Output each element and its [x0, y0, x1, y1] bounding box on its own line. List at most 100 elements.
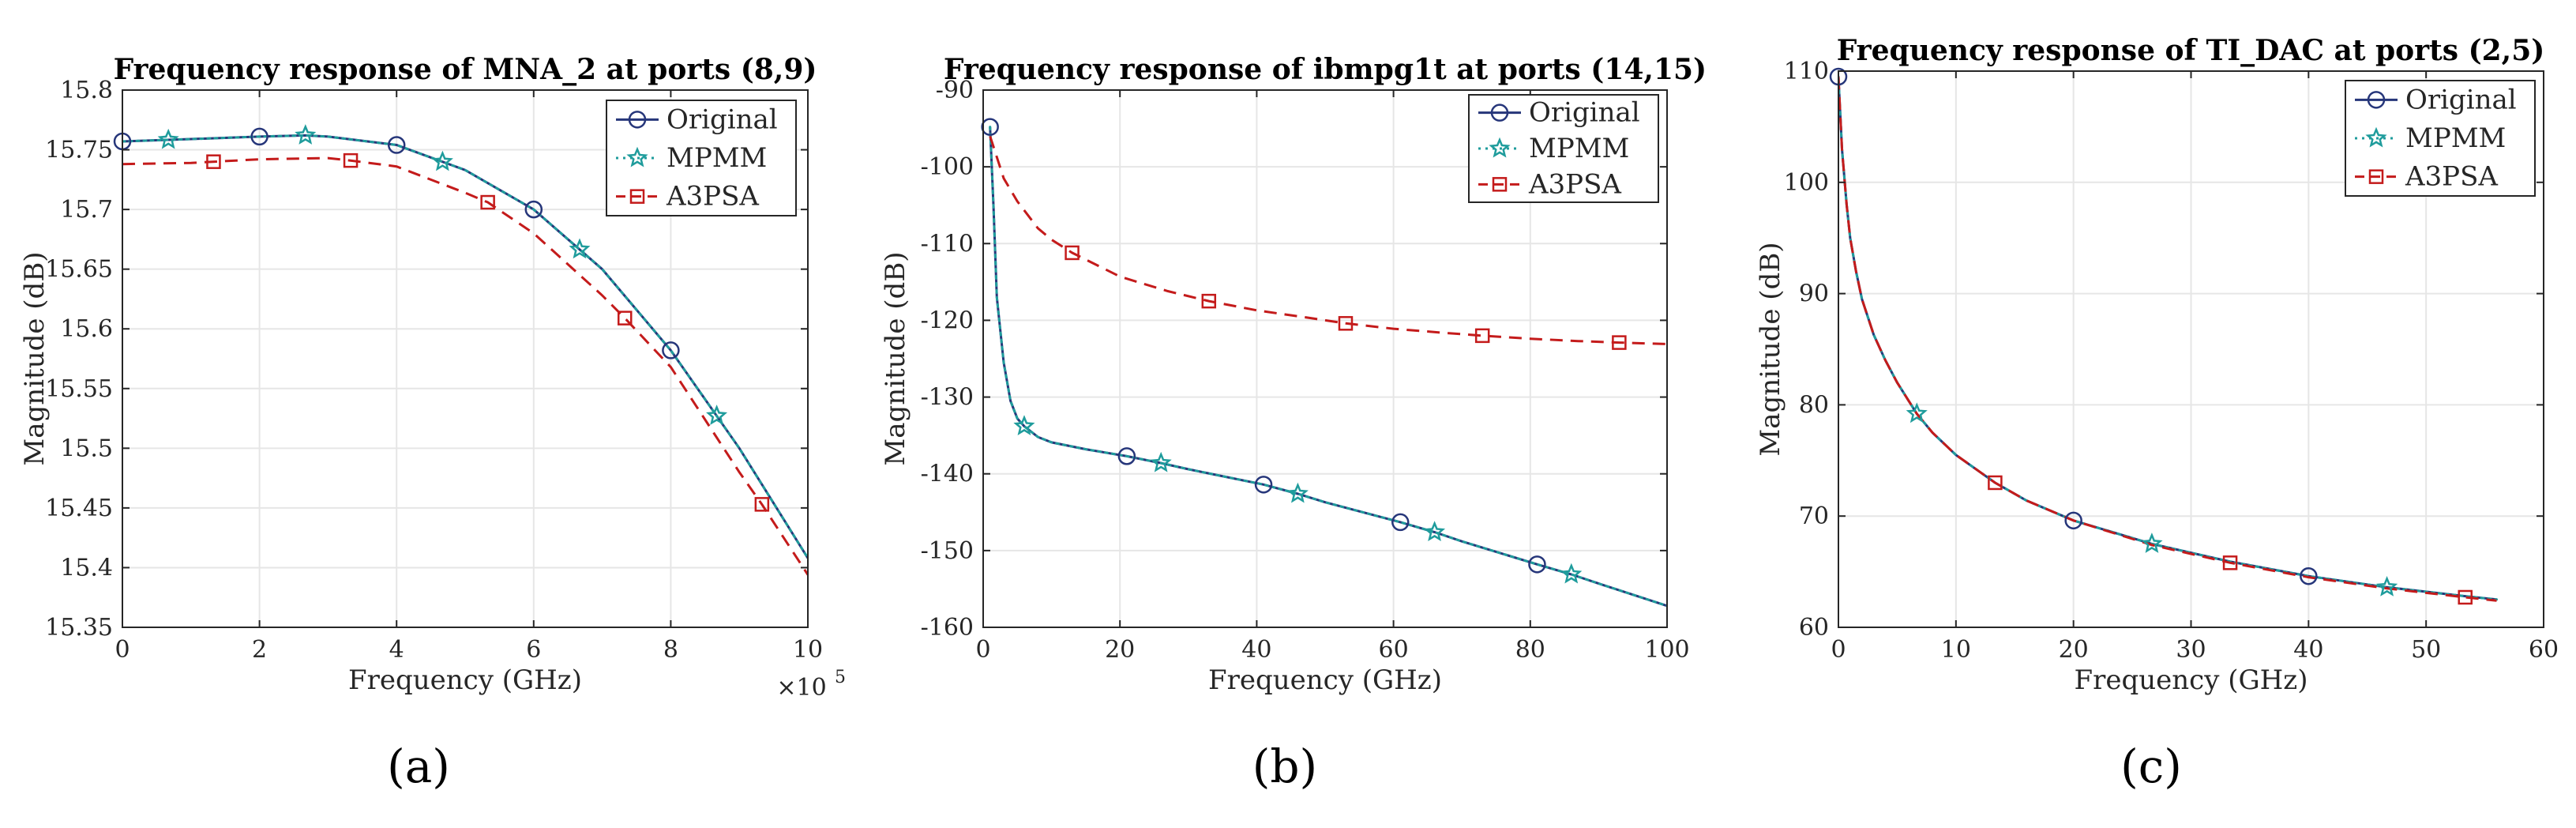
y-axis-label: Magnitude (dB) [1755, 242, 1786, 456]
legend-marker-original [628, 111, 647, 129]
chart-panel-b: 0 20 40 60 80 100 -160 -150 -140 -130 -120 -110 -100… [880, 53, 1707, 793]
marker-mpmm [295, 124, 317, 145]
marker-mpmm [431, 150, 453, 171]
x-tick-label: 6 [526, 636, 541, 664]
x-tick-label: 40 [1241, 636, 1271, 664]
x-tick-label: 60 [1379, 636, 1409, 664]
marker-original [1391, 513, 1410, 532]
legend-marker-original [2367, 91, 2386, 109]
y-tick-label: -100 [921, 153, 974, 181]
series-line-a3psa [122, 156, 808, 576]
y-tick-label: 15.55 [45, 375, 113, 403]
y-tick-label: 15.4 [60, 554, 113, 581]
axes-box [122, 89, 809, 628]
y-tick-label: 15.65 [45, 256, 113, 284]
marker-mpmm [1286, 482, 1309, 503]
x-axis-label: Frequency (GHz) [348, 664, 582, 696]
marker-mpmm [1906, 402, 1928, 423]
x-tick-label: 10 [1941, 636, 1971, 664]
marker-a3psa [1201, 293, 1217, 309]
marker-mpmm [157, 128, 179, 149]
y-tick-label: 90 [1799, 280, 1829, 308]
chart-title: Frequency response of MNA_2 at ports (8,… [114, 53, 817, 86]
y-tick-label: 15.8 [60, 77, 113, 104]
marker-a3psa [1065, 245, 1080, 261]
legend-marker-a3psa [2368, 169, 2384, 184]
x-axis-multiplier-exponent: 5 [835, 668, 846, 687]
marker-original [2300, 566, 2318, 585]
y-tick-label: 15.6 [60, 315, 113, 343]
legend-label: A3PSA [2405, 161, 2498, 193]
marker-original [2064, 511, 2082, 530]
y-tick-label: 80 [1799, 391, 1829, 419]
marker-mpmm [1150, 451, 1172, 472]
marker-original [662, 341, 680, 359]
x-tick-label: 60 [2529, 636, 2559, 664]
x-tick-label: 8 [663, 636, 678, 664]
x-tick-label: 50 [2411, 636, 2441, 664]
legend: Original MPMM A3PSA [2345, 80, 2536, 197]
marker-mpmm [706, 405, 728, 425]
y-tick-label: -90 [936, 77, 974, 104]
y-tick-label: -110 [921, 230, 974, 258]
legend-marker-mpmm [626, 146, 648, 167]
y-tick-label: 15.45 [45, 495, 113, 522]
marker-mpmm [2141, 533, 2163, 553]
y-tick-label: 15.5 [60, 435, 113, 462]
series-line-a3psa [989, 135, 1667, 345]
x-tick-label: 10 [793, 636, 823, 664]
y-tick-label: 15.75 [45, 137, 113, 164]
chart-title: Frequency response of ibmpg1t at ports (… [944, 53, 1707, 86]
series-line-original [122, 134, 808, 559]
y-tick-label: -150 [921, 537, 974, 565]
legend-marker-mpmm [1489, 137, 1511, 158]
axes-box [982, 89, 1668, 628]
legend: Original MPMM A3PSA [606, 100, 797, 216]
y-tick-label: -130 [921, 384, 974, 412]
x-tick-label: 0 [1831, 636, 1846, 664]
x-tick-label: 80 [1515, 636, 1545, 664]
x-axis-label: Frequency (GHz) [2075, 664, 2308, 696]
legend-marker-a3psa [1492, 177, 1508, 192]
x-tick-label: 0 [975, 636, 990, 664]
chart-panel-a: 0 2 4 6 8 10 15.35 15.4 15.45 15.5 15.55 15.6 15.65 1… [19, 53, 846, 793]
x-tick-label: 20 [1105, 636, 1135, 664]
x-tick-label: 0 [115, 636, 130, 664]
panel-caption: (b) [1252, 740, 1317, 793]
marker-original [1528, 555, 1546, 574]
legend-label: A3PSA [1528, 168, 1621, 200]
legend-label: MPMM [2405, 122, 2506, 154]
x-tick-label: 2 [252, 636, 267, 664]
marker-a3psa [2458, 589, 2473, 605]
marker-a3psa [1612, 335, 1627, 350]
y-tick-label: -120 [921, 307, 974, 334]
marker-a3psa [754, 497, 770, 512]
chart-title: Frequency response of TI_DAC at ports (2… [1837, 34, 2545, 67]
series-line-mpmm [989, 126, 1667, 608]
y-tick-label: 60 [1799, 614, 1829, 642]
legend-label: A3PSA [666, 181, 759, 213]
y-axis-label: Magnitude (dB) [19, 251, 51, 465]
x-tick-label: 4 [389, 636, 404, 664]
panel-caption: (a) [387, 740, 450, 793]
y-tick-label: 15.35 [45, 614, 113, 642]
x-axis-label: Frequency (GHz) [1208, 664, 1442, 696]
legend-marker-a3psa [629, 189, 645, 204]
marker-original [387, 136, 406, 154]
legend-marker-original [1490, 104, 1509, 122]
marker-a3psa [343, 152, 359, 168]
y-axis-label: Magnitude (dB) [880, 251, 911, 465]
legend-label: Original [2405, 84, 2517, 115]
legend: Original MPMM A3PSA [1468, 94, 1659, 203]
marker-a3psa [480, 194, 495, 210]
plot-area [1838, 75, 2498, 602]
marker-a3psa [206, 154, 221, 169]
legend-label: Original [1529, 97, 1640, 129]
y-tick-label: -160 [921, 614, 974, 642]
legend-label: MPMM [1529, 133, 1629, 164]
marker-mpmm [569, 238, 591, 259]
y-tick-label: 100 [1784, 169, 1829, 197]
x-tick-label: 30 [2176, 636, 2206, 664]
legend-label: Original [667, 104, 778, 135]
